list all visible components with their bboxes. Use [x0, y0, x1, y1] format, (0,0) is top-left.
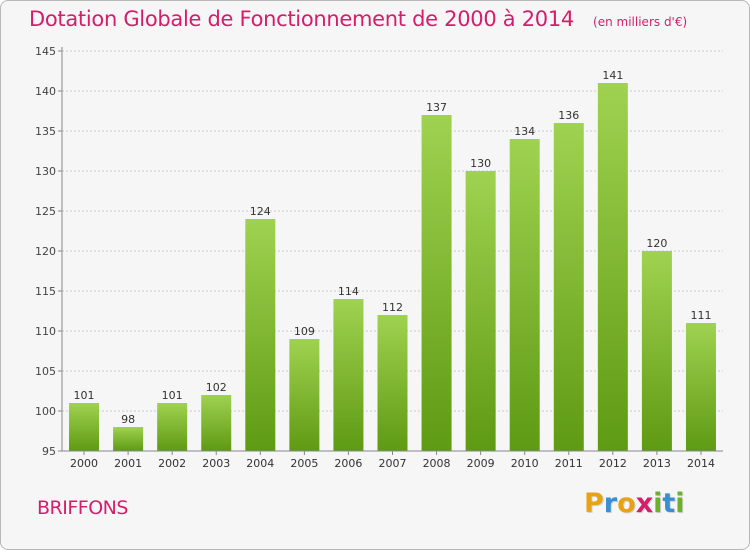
x-tick-label: 2012 [599, 457, 627, 470]
bar-2004 [245, 219, 276, 451]
x-tick-label: 2005 [290, 457, 318, 470]
y-tick-label: 130 [35, 165, 56, 178]
data-label: 136 [558, 109, 579, 122]
data-label: 101 [74, 389, 95, 402]
chart-title: Dotation Globale de Fonctionnement de 20… [29, 7, 574, 31]
bar-2001 [113, 427, 144, 451]
logo-letter: i [675, 488, 685, 519]
bar-2002 [157, 403, 188, 451]
x-tick-label: 2009 [467, 457, 495, 470]
logo-letter: i [653, 488, 663, 519]
data-label: 102 [206, 381, 227, 394]
x-tick-label: 2006 [334, 457, 362, 470]
bar-2003 [201, 395, 232, 451]
bar-2013 [641, 251, 672, 451]
data-label: 134 [514, 125, 535, 138]
y-tick-label: 95 [42, 445, 56, 458]
x-tick-label: 2011 [555, 457, 583, 470]
x-tick-label: 2004 [246, 457, 274, 470]
data-label: 124 [250, 205, 271, 218]
x-tick-label: 2001 [114, 457, 142, 470]
x-tick-label: 2003 [202, 457, 230, 470]
data-label: 130 [470, 157, 491, 170]
x-tick-label: 2013 [643, 457, 671, 470]
bar-2010 [509, 139, 540, 451]
y-tick-label: 100 [35, 405, 56, 418]
x-tick-label: 2002 [158, 457, 186, 470]
data-label: 112 [382, 301, 403, 314]
data-labels: 101 98 101 102 124 109 114 112 137 130 134 136 141 12… [74, 69, 712, 426]
bars [69, 83, 716, 451]
logo-letter: t [662, 488, 676, 519]
y-tick-label: 125 [35, 205, 56, 218]
y-tick-label: 140 [35, 85, 56, 98]
commune-name: BRIFFONS [37, 497, 128, 519]
data-label: 120 [646, 237, 667, 250]
y-tick-label: 120 [35, 245, 56, 258]
bar-2011 [553, 123, 584, 451]
data-label: 111 [690, 309, 711, 322]
y-tick-label: 105 [35, 365, 56, 378]
y-tick-label: 145 [35, 45, 56, 58]
data-label: 101 [162, 389, 183, 402]
x-tick-label: 2014 [687, 457, 715, 470]
x-tick-label: 2007 [379, 457, 407, 470]
proxiti-logo[interactable]: Proxiti [584, 488, 685, 519]
bar-2000 [69, 403, 100, 451]
bar-2012 [597, 83, 628, 451]
bar-2006 [333, 299, 364, 451]
x-tick-label: 2010 [511, 457, 539, 470]
axes: 95 100 105 110 115 120 125 130 135 140 145 2000 2001… [35, 45, 723, 470]
logo-letter: x [635, 488, 654, 519]
logo-letter: o [617, 488, 636, 519]
logo-letter: r [603, 488, 618, 519]
data-label: 98 [121, 413, 135, 426]
logo-letter: P [584, 488, 604, 519]
bar-2005 [289, 339, 320, 451]
data-label: 109 [294, 325, 315, 338]
bar-2007 [377, 315, 408, 451]
data-label: 141 [602, 69, 623, 82]
y-tick-label: 115 [35, 285, 56, 298]
chart-units: (en milliers d'€) [593, 15, 688, 29]
y-tick-label: 135 [35, 125, 56, 138]
x-tick-label: 2000 [70, 457, 98, 470]
y-tick-label: 110 [35, 325, 56, 338]
bar-2014 [685, 323, 716, 451]
title-row: Dotation Globale de Fonctionnement de 20… [29, 7, 687, 31]
data-label: 114 [338, 285, 359, 298]
bar-2008 [421, 115, 452, 451]
bar-2009 [465, 171, 496, 451]
x-tick-label: 2008 [423, 457, 451, 470]
data-label: 137 [426, 101, 447, 114]
